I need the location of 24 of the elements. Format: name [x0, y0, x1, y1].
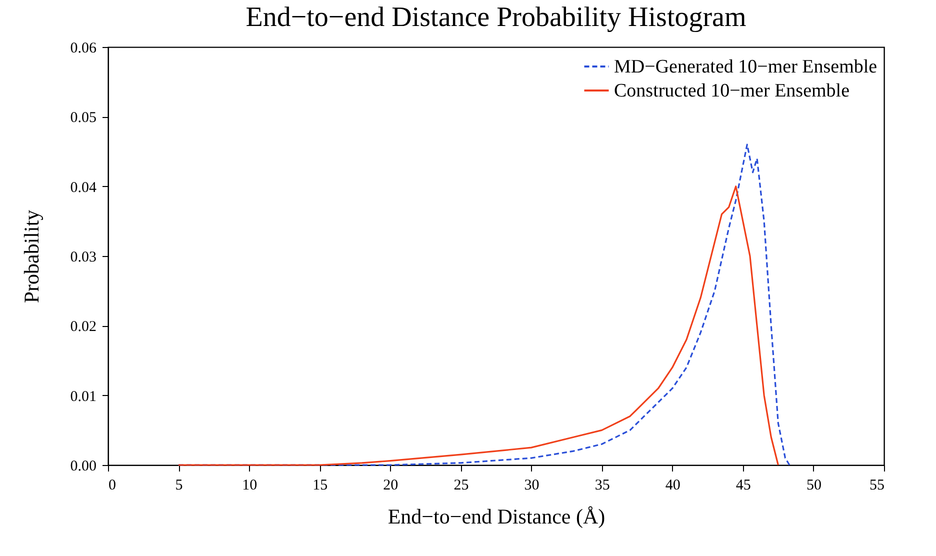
y-tick-label: 0.03 [70, 250, 96, 266]
chart-title: End−to−end Distance Probability Histogram [246, 2, 746, 33]
y-tick-label: 0.01 [70, 388, 96, 405]
x-tick-label: 25 [454, 478, 469, 494]
x-tick-label: 20 [383, 478, 398, 494]
x-tick-label: 0 [108, 478, 116, 494]
x-tick-label: 15 [312, 478, 328, 494]
y-tick-label: 0.05 [70, 110, 96, 126]
legend-label: MD−Generated 10−mer Ensemble [614, 56, 878, 78]
x-tick-label: 45 [736, 478, 751, 494]
x-tick-label: 35 [594, 478, 610, 494]
x-tick-label: 30 [524, 478, 540, 494]
y-tick-label: 0.02 [70, 319, 96, 336]
x-axis-title: End−to−end Distance (Å) [388, 504, 606, 528]
y-tick-label: 0.06 [70, 40, 97, 56]
x-tick-label: 55 [870, 478, 884, 494]
y-axis-title: Probability [19, 209, 44, 304]
x-tick-label: 5 [175, 478, 183, 494]
y-tick-label: 0.00 [70, 458, 96, 474]
y-tick-label: 0.04 [70, 180, 97, 196]
x-tick-label: 10 [242, 478, 258, 494]
legend-label: Constructed 10−mer Ensemble [614, 80, 850, 102]
x-tick-label: 50 [806, 478, 822, 494]
x-tick-label: 40 [665, 478, 680, 494]
